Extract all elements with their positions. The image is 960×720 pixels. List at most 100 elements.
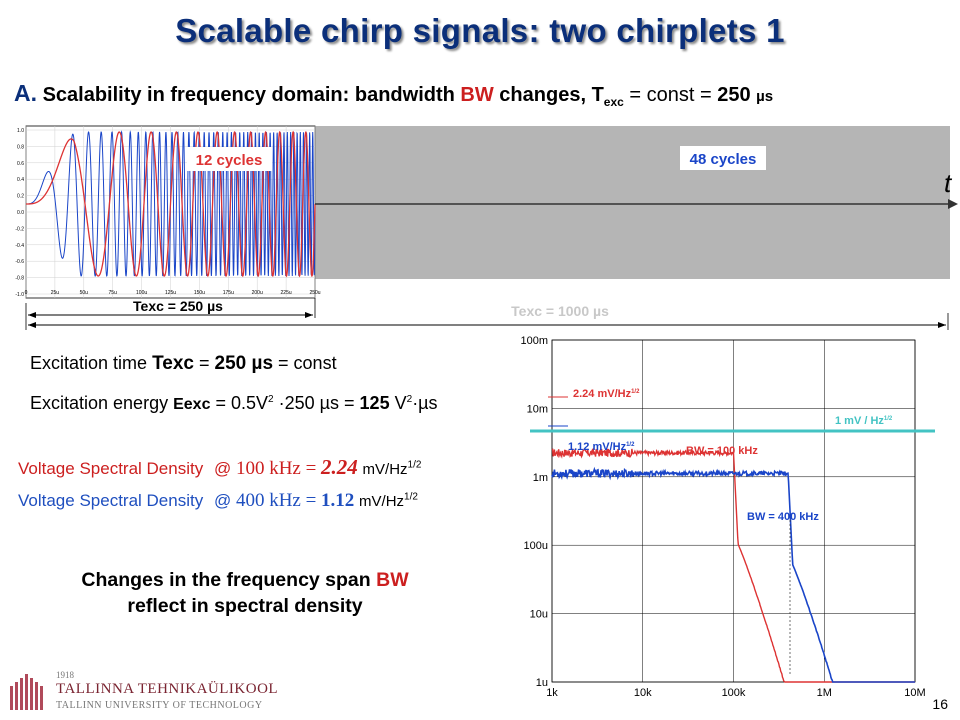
spec-x-tick: 1k: [546, 687, 558, 699]
slide-subtitle: A. Scalability in frequency domain: band…: [14, 80, 773, 109]
vsd-400k-line: Voltage Spectral Density @ 400 kHz = 1.1…: [18, 490, 418, 512]
changes-line-1: Changes in the frequency span BW: [10, 567, 480, 593]
chirp-y-tick: 0.0: [17, 210, 24, 216]
chirp-x-tick: 0: [25, 290, 28, 296]
texc-long-arrow-right: [938, 322, 946, 328]
chirp-y-tick: 0.8: [17, 144, 24, 150]
subtitle-mid: changes,: [499, 84, 586, 106]
time-axis-arrow: [948, 199, 958, 209]
subtitle-letter: A.: [14, 80, 37, 106]
exc-energy-c: V: [394, 393, 407, 413]
exc-energy-sup2: 2: [406, 394, 413, 405]
texc-short-arrow-left: [28, 312, 36, 318]
vsd1-freq: 100 kHz: [235, 458, 301, 479]
subtitle-eq: = const =: [629, 84, 712, 106]
label-red-level: 2.24 mV/Hz1/2: [573, 388, 640, 400]
cycles-short-box: [187, 147, 272, 171]
changes-note: Changes in the frequency span BW reflect…: [10, 567, 480, 619]
spec-x-tick: 1M: [817, 687, 832, 699]
spec-x-tick: 100k: [722, 687, 746, 699]
slide-title: Scalable chirp signals: two chirplets 1: [175, 12, 785, 49]
time-plot-background: [314, 126, 950, 279]
excitation-time-line: Excitation time Texc = 250 µs = const: [30, 353, 337, 375]
vsd1-unit: mV/Hz: [362, 461, 408, 478]
label-bw100: BW = 100 kHz: [686, 445, 758, 457]
logo-year: 1918: [56, 670, 74, 680]
spec-y-tick: 10u: [530, 609, 548, 621]
vsd1-at: @: [213, 459, 232, 478]
chirp-x-tick: 200u: [252, 290, 263, 296]
vsd2-sup: 1/2: [404, 491, 418, 503]
subtitle-unit: µs: [756, 88, 774, 105]
subtitle-t: T: [591, 84, 604, 106]
changes-line1-b: BW: [376, 569, 409, 591]
time-plot: 1.0 0.8 0.6 0.4 0.2 0.0 -0.2 -0.4 -0.6 -0.8 -1.0 0 2…: [15, 125, 958, 330]
spec-y-tick: 10m: [527, 403, 548, 415]
vsd2-freq: 400 kHz: [235, 490, 301, 511]
exc-energy-sup: 2: [268, 394, 274, 405]
exc-energy-a: = 0.5V: [215, 393, 269, 413]
cycles-long-box: [680, 146, 766, 170]
exc-time-val: 250 µs: [214, 353, 274, 374]
exc-time-tail: = const: [278, 353, 337, 373]
exc-time-label: Excitation time: [30, 353, 148, 373]
vsd-100k-line: Voltage Spectral Density @ 100 kHz = 2.2…: [18, 455, 421, 480]
spec-y-tick: 100u: [524, 540, 548, 552]
spec-x-tick: 10M: [904, 687, 925, 699]
chirp-y-tick: -0.2: [15, 226, 24, 232]
spec-y-tick: 100m: [520, 335, 548, 347]
chirp-x-tick: 25u: [51, 290, 60, 296]
logo-name-en: TALLINN UNIVERSITY OF TECHNOLOGY: [56, 700, 263, 711]
chirp-x-tick: 225u: [281, 290, 292, 296]
chirp-y-tick: -0.4: [15, 243, 24, 249]
chirp-y-tick: -0.6: [15, 259, 24, 265]
changes-line-2: reflect in spectral density: [127, 595, 363, 617]
exc-energy-label: Excitation energy: [30, 393, 169, 413]
spec-x-tick: 10k: [634, 687, 652, 699]
logo-name: TALLINNA TEHNIKAÜLIKOOL: [56, 681, 279, 697]
spec-y-tick: 1u: [536, 677, 548, 689]
vsd1-val: 2.24: [321, 455, 358, 479]
label-ref-text: 1 mV / Hz: [835, 415, 884, 427]
chirp-y-tick: 0.2: [17, 194, 24, 200]
cycles-long-label: 48 cycles: [690, 151, 757, 168]
chirp-y-tick: 1.0: [17, 128, 24, 134]
subtitle-t-sub: exc: [603, 95, 624, 109]
chirp-x-tick: 250u: [309, 290, 320, 296]
excitation-energy-line: Excitation energy Eexc = 0.5V2 ·250 µs =…: [30, 393, 438, 414]
chirp-y-tick: 0.4: [17, 177, 24, 183]
vsd1-sup: 1/2: [407, 459, 422, 471]
texc-short-arrow-right: [305, 312, 313, 318]
chirp-x-tick: 150u: [194, 290, 205, 296]
vsd1-label: Voltage Spectral Density: [18, 459, 204, 478]
logo-emblem: [10, 674, 43, 710]
label-ref: 1 mV / Hz1/2: [835, 415, 893, 427]
spectrum-blue-curve: [551, 466, 915, 683]
time-axis-label: t: [944, 168, 953, 198]
vsd2-at: @: [213, 491, 232, 510]
exc-time-eq: =: [198, 353, 210, 373]
spec-y-tick: 1m: [533, 472, 548, 484]
vsd2-val: 1.12: [321, 490, 355, 511]
label-blue-level: 1.12 mV/Hz1/2: [568, 441, 635, 453]
texc-short-label: Texc = 250 µs: [133, 298, 223, 314]
chirp-x-tick: 100u: [136, 290, 147, 296]
chirp-x-tick: 175u: [223, 290, 234, 296]
exc-energy-b: ·250 µs =: [278, 393, 355, 413]
label-bw400: BW = 400 kHz: [747, 511, 819, 523]
label-red-level-text: 2.24 mV/Hz: [573, 388, 632, 400]
vsd2-unit: mV/Hz: [359, 493, 405, 510]
changes-line1-a: Changes in the frequency span: [81, 569, 371, 591]
label-blue-level-text: 1.12 mV/Hz: [568, 441, 627, 453]
exc-energy-var: Eexc: [173, 396, 211, 413]
chirp-ticks: 1.0 0.8 0.6 0.4 0.2 0.0 -0.2 -0.4 -0.6 -0.8 -1.0 0 2…: [15, 128, 320, 298]
texc-long-label: Texc = 1000 µs: [511, 303, 609, 319]
subtitle-val: 250: [717, 84, 751, 106]
subtitle-pre: Scalability in frequency domain: bandwid…: [42, 84, 455, 106]
label-blue-level-sup: 1/2: [626, 442, 635, 448]
chirp-x-tick: 125u: [165, 290, 176, 296]
exc-energy-d: ·µs: [412, 393, 438, 413]
exc-time-var: Texc: [152, 353, 194, 374]
cycles-short-label: 12 cycles: [196, 152, 263, 169]
